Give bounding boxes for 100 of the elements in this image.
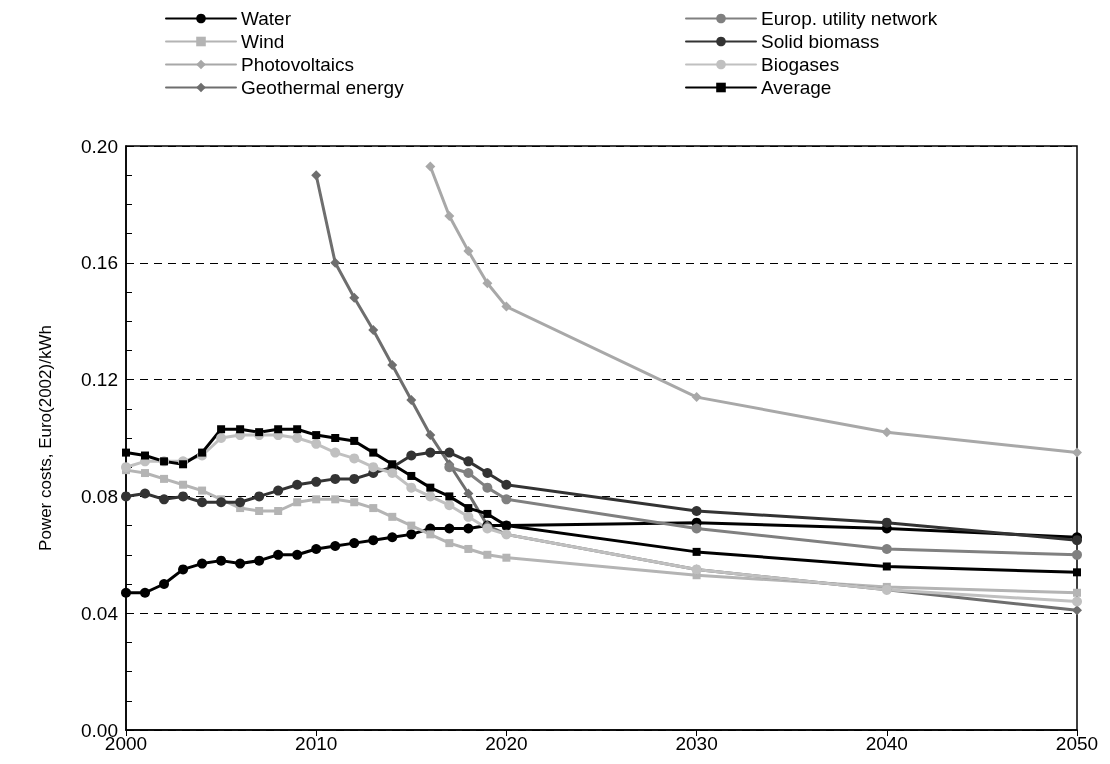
point xyxy=(387,360,398,370)
point xyxy=(368,462,379,473)
point xyxy=(197,497,208,508)
point xyxy=(482,482,493,493)
point xyxy=(426,530,435,539)
point xyxy=(463,468,474,479)
point xyxy=(141,451,150,460)
point xyxy=(311,476,322,487)
point xyxy=(311,170,322,181)
point xyxy=(330,447,341,458)
point xyxy=(274,507,283,515)
y-tick-label: 0.12 xyxy=(81,369,118,391)
point xyxy=(407,521,416,530)
point xyxy=(881,543,892,554)
point xyxy=(121,462,131,473)
point xyxy=(235,497,246,508)
point xyxy=(312,495,321,504)
point xyxy=(179,460,188,469)
point xyxy=(369,448,378,457)
point xyxy=(388,460,397,469)
point xyxy=(483,509,492,518)
point xyxy=(1073,568,1081,577)
point xyxy=(292,479,303,490)
legend-label: Biogases xyxy=(761,54,840,75)
point xyxy=(140,587,151,598)
point xyxy=(882,562,891,571)
point xyxy=(273,549,284,560)
point xyxy=(425,161,436,172)
point xyxy=(216,433,227,443)
legend-label: Wind xyxy=(241,31,285,52)
point xyxy=(464,504,473,513)
x-tick-label: 2010 xyxy=(295,733,338,754)
point xyxy=(293,498,302,507)
point xyxy=(691,523,702,534)
point xyxy=(254,555,265,566)
point xyxy=(141,469,150,478)
x-tick-label: 2050 xyxy=(1055,733,1099,754)
point xyxy=(692,547,701,556)
point xyxy=(350,498,359,507)
point xyxy=(444,500,455,511)
point xyxy=(463,488,474,499)
point xyxy=(292,433,303,443)
point xyxy=(502,553,511,562)
point xyxy=(349,453,360,464)
point xyxy=(140,488,151,499)
point xyxy=(425,430,436,441)
point xyxy=(255,428,264,437)
point xyxy=(881,517,892,528)
point xyxy=(387,468,398,479)
point xyxy=(312,431,321,440)
point xyxy=(159,494,170,505)
point xyxy=(330,541,341,552)
point xyxy=(197,558,208,569)
point xyxy=(236,425,245,434)
point xyxy=(235,558,246,569)
x-tick-label: 2040 xyxy=(865,733,908,754)
y-tick-label: 0.20 xyxy=(81,135,118,157)
point xyxy=(1073,588,1081,597)
point xyxy=(350,436,359,445)
point xyxy=(463,523,474,534)
point xyxy=(217,425,226,434)
point xyxy=(160,474,169,483)
point xyxy=(1072,596,1082,607)
point xyxy=(369,504,378,513)
point xyxy=(159,579,170,589)
point xyxy=(881,427,892,438)
point xyxy=(349,538,360,549)
point xyxy=(122,448,130,457)
y-tick-label: 0.04 xyxy=(81,602,119,624)
point xyxy=(501,301,512,312)
y-tick-label: 0.16 xyxy=(81,252,118,274)
point xyxy=(331,495,340,504)
point xyxy=(368,324,379,335)
point xyxy=(501,479,512,490)
x-tick-label: 2030 xyxy=(675,733,718,754)
point xyxy=(482,278,493,289)
point xyxy=(349,473,360,484)
point xyxy=(464,544,473,553)
legend-label: Solid biomass xyxy=(761,31,880,52)
point xyxy=(330,473,341,484)
legend-label: Photovoltaics xyxy=(241,54,355,75)
point xyxy=(179,480,188,489)
point xyxy=(178,491,189,502)
legend-label: Europ. utility network xyxy=(761,8,938,29)
point xyxy=(444,523,455,534)
point xyxy=(445,539,454,548)
point xyxy=(121,491,131,502)
y-tick-label: 0.08 xyxy=(81,485,118,507)
point xyxy=(178,564,189,575)
point xyxy=(274,425,283,434)
point xyxy=(406,395,417,406)
point xyxy=(483,550,492,559)
point xyxy=(425,447,436,458)
point xyxy=(273,485,284,496)
point xyxy=(425,491,436,502)
point xyxy=(387,532,398,543)
point xyxy=(255,507,264,515)
point xyxy=(463,456,474,467)
point xyxy=(426,483,435,492)
point xyxy=(254,491,265,502)
